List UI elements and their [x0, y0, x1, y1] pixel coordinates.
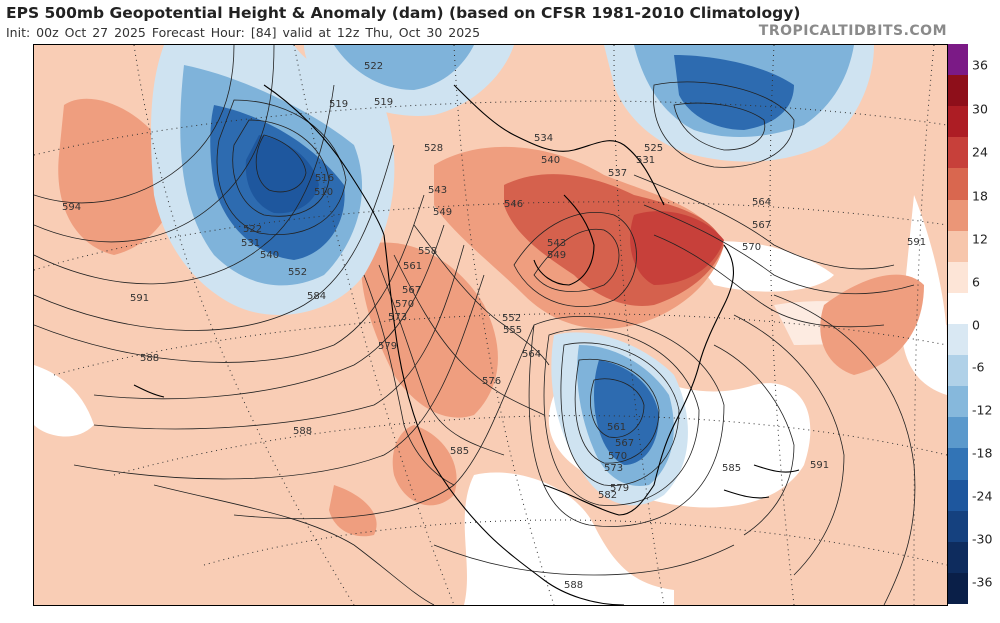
contour-label: 549 [547, 250, 566, 261]
colorbar-segment [948, 75, 968, 107]
contour-label: 573 [388, 312, 407, 323]
contour-label: 555 [503, 325, 522, 336]
site-brand[interactable]: TROPICALTIDBITS.COM [758, 23, 947, 39]
contour-label: 579 [378, 341, 397, 352]
contour-label: 510 [314, 187, 333, 198]
contour-label: 588 [293, 426, 312, 437]
colorbar-segment [948, 324, 968, 356]
contour-label: 534 [534, 133, 553, 144]
contour-label: 528 [424, 143, 443, 154]
contour-label: 552 [502, 313, 521, 324]
contour-label: 591 [130, 293, 149, 304]
contour-label: 579 [610, 483, 629, 494]
contour-label: 564 [522, 349, 541, 360]
contour-label: 561 [607, 422, 626, 433]
anomaly-map: 522 519 519 528 534 540 525 531 537 543 546 549 543 5… [33, 44, 948, 606]
colorbar-tick-label: 0 [972, 317, 980, 333]
contour-label: 588 [140, 353, 159, 364]
colorbar-segment [948, 479, 968, 512]
contour-label: 525 [644, 143, 663, 154]
contour-label: 584 [307, 291, 326, 302]
contour-label: 537 [608, 168, 627, 179]
contour-label: 552 [288, 267, 307, 278]
colorbar-segment [948, 448, 968, 481]
colorbar-tick-label: -24 [972, 488, 993, 504]
colorbar-tick-label: -12 [972, 402, 993, 418]
colorbar-segment [948, 44, 968, 76]
contour-label: 585 [722, 463, 741, 474]
contour-label: 567 [752, 220, 771, 231]
height-contours [34, 45, 916, 605]
contour-label: 567 [615, 438, 634, 449]
colorbar-tick-label: -30 [972, 531, 993, 547]
contour-label: 573 [604, 463, 623, 474]
colorbar-segment [948, 541, 968, 574]
contour-label: 549 [433, 207, 452, 218]
colorbar-tick-label: 30 [972, 101, 988, 117]
colorbar-tick-label: -36 [972, 574, 993, 590]
colorbar-segment [948, 168, 968, 201]
contour-label: 585 [450, 446, 469, 457]
valid-time: valid at 12z Thu, Oct 30 2025 [282, 25, 481, 40]
colorbar-tick-label: -6 [972, 359, 985, 375]
contour-label: 519 [329, 99, 348, 110]
contour-label: 564 [752, 197, 771, 208]
contour-label: 591 [810, 460, 829, 471]
colorbar-segment [948, 510, 968, 543]
contour-label: 570 [395, 299, 414, 310]
contour-label: 522 [364, 61, 383, 72]
colorbar-tick-label: -18 [972, 445, 993, 461]
colorbar-segment [948, 292, 968, 325]
contour-label: 591 [907, 237, 926, 248]
colorbar-segment [948, 199, 968, 232]
colorbar-tick-label: 36 [972, 57, 988, 73]
contour-label: 531 [241, 238, 260, 249]
chart-subtitle: Init: 00z Oct 27 2025 Forecast Hour: [84… [6, 25, 480, 40]
contour-label: 576 [482, 376, 501, 387]
contour-label: 570 [608, 451, 627, 462]
contour-label: 531 [636, 155, 655, 166]
contour-label: 543 [428, 185, 447, 196]
colorbar-tick-label: 18 [972, 188, 988, 204]
colorbar-segment [948, 261, 968, 294]
contour-label: 543 [547, 238, 566, 249]
colorbar-segment [948, 386, 968, 418]
colorbar-tick-label: 12 [972, 231, 988, 247]
contour-label: 594 [62, 202, 81, 213]
colorbar-segment [948, 106, 968, 138]
colorbar-tick-label: 24 [972, 144, 988, 160]
contour-label: 522 [243, 224, 262, 235]
anomaly-colorbar [948, 44, 968, 605]
contour-label: 516 [315, 173, 334, 184]
contour-label: 546 [504, 199, 523, 210]
anomaly-shading [34, 45, 947, 605]
chart-title: EPS 500mb Geopotential Height & Anomaly … [6, 4, 801, 22]
contour-label: 561 [403, 261, 422, 272]
init-time: Init: 00z Oct 27 2025 [6, 25, 146, 40]
colorbar-segment [948, 417, 968, 449]
colorbar-segment [948, 230, 968, 263]
contour-label: 540 [541, 155, 560, 166]
contour-label: 540 [260, 250, 279, 261]
colorbar-tick-label: 6 [972, 274, 980, 290]
colorbar-segment [948, 572, 968, 605]
coastlines [133, 84, 800, 605]
colorbar-segment [948, 137, 968, 169]
contour-label: 570 [742, 242, 761, 253]
forecast-hour: Forecast Hour: [84] [151, 25, 277, 40]
contour-label: 558 [418, 246, 437, 257]
contour-label: 567 [402, 285, 421, 296]
contour-label: 519 [374, 97, 393, 108]
contour-label: 582 [598, 490, 617, 501]
contour-label: 588 [564, 580, 583, 591]
colorbar-segment [948, 355, 968, 387]
